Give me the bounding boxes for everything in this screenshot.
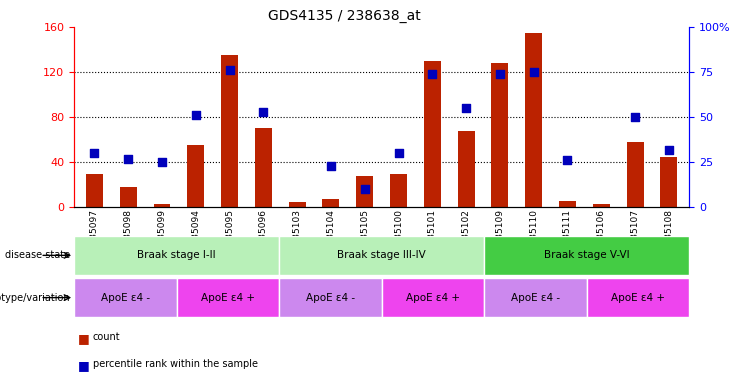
Bar: [86, 174, 103, 207]
Text: GSM735096: GSM735096: [259, 209, 268, 264]
Text: genotype/variation: genotype/variation: [0, 293, 70, 303]
Bar: [187, 145, 205, 207]
Text: GSM735104: GSM735104: [327, 209, 336, 263]
Text: GSM735097: GSM735097: [90, 209, 99, 264]
Bar: [627, 142, 643, 207]
Bar: [382, 278, 484, 317]
Point: [528, 69, 539, 75]
Bar: [279, 236, 484, 275]
Text: Braak stage III-IV: Braak stage III-IV: [337, 250, 426, 260]
Point: [122, 156, 134, 162]
Point: [359, 186, 370, 192]
Text: GSM735103: GSM735103: [293, 209, 302, 264]
Point: [325, 163, 337, 169]
Point: [393, 150, 405, 156]
Point: [190, 112, 202, 118]
Text: ApoE ε4 -: ApoE ε4 -: [306, 293, 355, 303]
Text: ■: ■: [78, 359, 90, 372]
Bar: [255, 128, 272, 207]
Bar: [74, 278, 176, 317]
Point: [460, 105, 472, 111]
Text: Braak stage I-II: Braak stage I-II: [137, 250, 216, 260]
Text: GSM735098: GSM735098: [124, 209, 133, 264]
Point: [562, 157, 574, 164]
Text: GSM735102: GSM735102: [462, 209, 471, 263]
Text: ApoE ε4 +: ApoE ε4 +: [201, 293, 255, 303]
Text: GSM735108: GSM735108: [665, 209, 674, 264]
Text: ApoE ε4 +: ApoE ε4 +: [406, 293, 460, 303]
Bar: [390, 174, 407, 207]
Text: GSM735106: GSM735106: [597, 209, 606, 264]
Bar: [484, 236, 689, 275]
Text: Braak stage V-VI: Braak stage V-VI: [544, 250, 629, 260]
Bar: [491, 63, 508, 207]
Text: GSM735105: GSM735105: [360, 209, 369, 264]
Bar: [279, 278, 382, 317]
Text: GSM735100: GSM735100: [394, 209, 403, 264]
Point: [629, 114, 641, 120]
Text: GSM735099: GSM735099: [157, 209, 167, 264]
Text: GSM735109: GSM735109: [496, 209, 505, 264]
Bar: [525, 33, 542, 207]
Bar: [660, 157, 677, 207]
Text: disease state: disease state: [5, 250, 70, 260]
Text: GDS4135 / 238638_at: GDS4135 / 238638_at: [268, 9, 421, 23]
Text: ApoE ε4 -: ApoE ε4 -: [101, 293, 150, 303]
Text: ■: ■: [78, 332, 90, 345]
Text: GSM735095: GSM735095: [225, 209, 234, 264]
Bar: [587, 278, 689, 317]
Text: GSM735094: GSM735094: [191, 209, 200, 263]
Point: [224, 67, 236, 73]
Bar: [221, 55, 238, 207]
Bar: [289, 202, 305, 207]
Point: [494, 71, 506, 77]
Point: [88, 150, 100, 156]
Bar: [424, 61, 441, 207]
Point: [663, 147, 675, 153]
Text: ApoE ε4 -: ApoE ε4 -: [511, 293, 560, 303]
Text: GSM735101: GSM735101: [428, 209, 436, 264]
Bar: [120, 187, 136, 207]
Point: [257, 109, 269, 115]
Text: ApoE ε4 +: ApoE ε4 +: [611, 293, 665, 303]
Point: [156, 159, 168, 165]
Text: count: count: [93, 332, 120, 342]
Bar: [593, 204, 610, 207]
Point: [426, 71, 438, 77]
Text: GSM735107: GSM735107: [631, 209, 639, 264]
Bar: [322, 199, 339, 207]
Bar: [458, 131, 474, 207]
Bar: [484, 278, 587, 317]
Bar: [153, 204, 170, 207]
Text: GSM735110: GSM735110: [529, 209, 538, 264]
Text: GSM735111: GSM735111: [563, 209, 572, 264]
Bar: [559, 200, 576, 207]
Bar: [74, 236, 279, 275]
Bar: [356, 176, 373, 207]
Bar: [176, 278, 279, 317]
Text: percentile rank within the sample: percentile rank within the sample: [93, 359, 258, 369]
